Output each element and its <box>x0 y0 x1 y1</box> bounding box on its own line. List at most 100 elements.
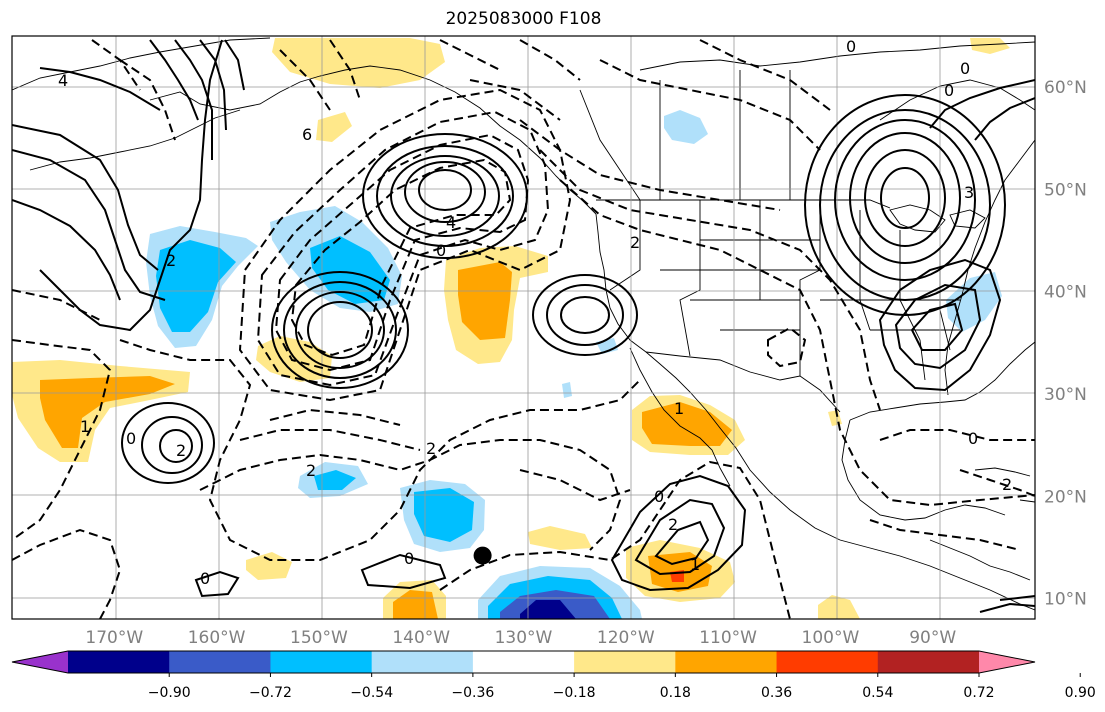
contour-line <box>238 88 572 402</box>
contour-line <box>539 149 881 411</box>
contour-line <box>979 602 1035 613</box>
lat-tick-label: 40°N <box>1044 283 1087 303</box>
east-coast <box>944 139 1035 396</box>
colorbar: −0.90 −0.72 −0.54 −0.36 −0.18 0.18 0.36 0.54 0.7… <box>11 650 1096 701</box>
location-marker <box>473 546 492 565</box>
lon-tick-label: 130°W <box>495 628 553 648</box>
contour-label: 2 <box>166 251 176 270</box>
solid-contours <box>12 39 1035 613</box>
gulf-coast-mexico <box>841 419 1006 521</box>
contour-labels: 4 2 0 2 4 2 0 1 1 0 2 2 0 0 1 2 0 0 2 3 … <box>58 37 1012 588</box>
contour-line <box>239 429 421 451</box>
contour-label: 2 <box>426 439 436 458</box>
contour-line <box>360 553 447 590</box>
contour-label: 0 <box>404 549 414 568</box>
contour-label: 0 <box>654 487 664 506</box>
contour-line <box>283 281 397 379</box>
anomaly-shade <box>414 488 474 542</box>
colorbar-tick-label: 0.36 <box>761 685 792 701</box>
contour-line <box>560 296 610 334</box>
contour-line <box>404 161 486 223</box>
anomaly-shade <box>970 38 1010 54</box>
colorbar-tick-label: −0.72 <box>249 685 292 701</box>
contour-line <box>519 39 581 81</box>
us-mexico-border <box>645 351 841 413</box>
gulf-coast <box>849 341 1035 421</box>
canada-provinces <box>579 70 791 201</box>
contour-line <box>390 155 500 237</box>
contour-label: 0 <box>960 59 970 78</box>
contour-line <box>12 149 166 301</box>
contour-line <box>12 199 121 301</box>
colorbar-segment <box>12 651 68 673</box>
anomaly-shade <box>664 110 708 144</box>
contour-line <box>546 284 624 346</box>
lat-tick-label: 60°N <box>1044 78 1087 98</box>
contour-line <box>12 124 159 271</box>
contour-line <box>869 519 1021 551</box>
map-frame <box>11 35 1036 620</box>
colorbar-segment <box>472 651 575 673</box>
contour-line <box>194 570 240 598</box>
contour-line <box>119 339 641 561</box>
dashed-contours <box>12 39 1035 619</box>
contour-line <box>929 79 1035 129</box>
anomaly-shade <box>642 402 732 446</box>
contour-label: 2 <box>630 233 640 252</box>
lon-tick-label: 160°W <box>188 628 246 648</box>
colorbar-segment <box>574 651 676 673</box>
gridlines <box>12 36 1035 619</box>
contour-label: 6 <box>302 125 312 144</box>
colorbar-segment <box>270 651 373 673</box>
lon-tick-label: 90°W <box>909 628 956 648</box>
contour-label: 2 <box>306 461 316 480</box>
contour-label: 0 <box>846 37 856 56</box>
lon-tick-label: 120°W <box>597 628 655 648</box>
latitude-ticks: 60°N 50°N 40°N 30°N 20°N 10°N <box>1044 78 1087 609</box>
anomaly-shade <box>520 600 576 619</box>
contour-line <box>199 39 227 131</box>
contour-line <box>819 109 991 301</box>
contour-line <box>439 460 791 619</box>
central-america <box>929 539 1031 581</box>
lon-tick-label: 140°W <box>392 628 450 648</box>
contour-label: 1 <box>690 555 700 574</box>
colorbar-tick-label: 0.90 <box>1065 685 1096 701</box>
contour-line <box>959 469 1035 497</box>
anomaly-shade <box>272 38 445 88</box>
contour-line <box>329 39 361 101</box>
hudson-bay <box>879 79 1035 121</box>
west-coast <box>595 213 1035 611</box>
contour-line <box>804 94 1006 316</box>
contour-label: 0 <box>968 429 978 448</box>
contour-line <box>519 119 781 211</box>
anomaly-shade <box>40 376 175 448</box>
contour-label: 4 <box>446 213 456 232</box>
contour-line <box>295 291 385 369</box>
contour-line <box>91 39 141 91</box>
longitude-ticks: 170°W 160°W 150°W 140°W 130°W 120°W 110°W 100°W… <box>85 628 956 648</box>
anomaly-shade <box>818 595 860 619</box>
colorbar-segment <box>877 651 980 673</box>
contour-line <box>224 39 245 91</box>
contour-line <box>439 39 501 71</box>
contour-line <box>767 326 807 368</box>
contour-line <box>12 339 112 541</box>
contour-line <box>376 145 514 247</box>
contour-line <box>999 595 1035 601</box>
contour-line <box>532 274 638 356</box>
anomaly-shade <box>946 272 1002 332</box>
contour-line <box>610 474 747 592</box>
contour-label: 2 <box>176 441 186 460</box>
anomaly-shade <box>310 236 390 304</box>
contour-line <box>974 97 1035 141</box>
contour-line <box>894 283 982 370</box>
contour-line <box>271 271 409 389</box>
contour-label: 0 <box>126 429 136 448</box>
contour-line <box>879 429 1035 441</box>
contour-line <box>634 498 726 576</box>
anomaly-shade <box>156 240 236 332</box>
caribbean-islands <box>974 467 1035 503</box>
colorbar-segment <box>169 651 271 673</box>
